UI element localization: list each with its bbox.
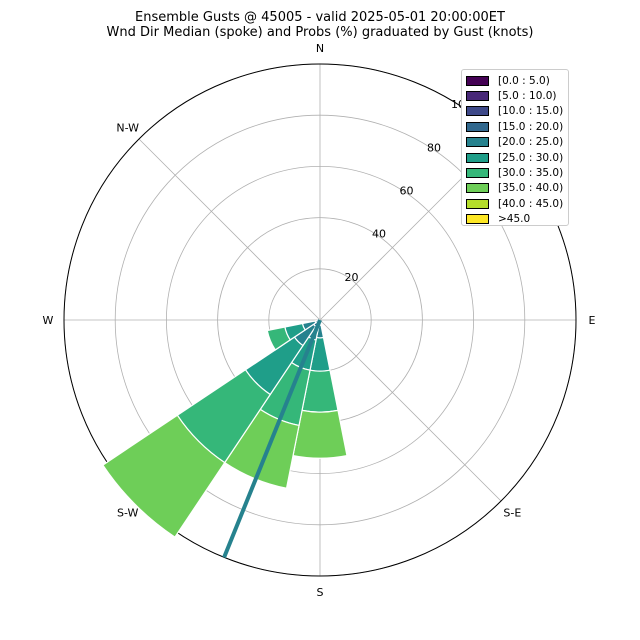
legend: [0.0 : 5.0) [5.0 : 10.0) [10.0 : 15.0) [15.… (461, 69, 569, 226)
legend-swatch (466, 106, 489, 117)
legend-label: [0.0 : 5.0) (498, 74, 550, 87)
legend-label: [5.0 : 10.0) (498, 90, 557, 103)
chart-title-block: Ensemble Gusts @ 45005 - valid 2025-05-0… (0, 10, 640, 40)
radial-tick-label-80: 80 (427, 141, 441, 154)
legend-item: [15.0 : 20.0) (466, 119, 568, 134)
axis-labels: 20406080100NN-WWS-WSS-EE (43, 42, 596, 599)
legend-item: [40.0 : 45.0) (466, 196, 568, 211)
direction-label-s-e: S-E (503, 506, 521, 519)
legend-label: [35.0 : 40.0) (498, 182, 564, 195)
direction-label-s-w: S-W (117, 506, 139, 519)
legend-label: [10.0 : 15.0) (498, 105, 564, 118)
median-spoke-line (222, 319, 322, 559)
legend-label: [30.0 : 35.0) (498, 167, 564, 180)
radial-tick-label-60: 60 (400, 184, 414, 197)
legend-label: [25.0 : 30.0) (498, 151, 564, 164)
legend-swatch (466, 168, 489, 179)
legend-label: [20.0 : 25.0) (498, 136, 564, 149)
radial-tick-label-20: 20 (345, 271, 359, 284)
direction-label-e: E (589, 314, 596, 327)
legend-swatch (466, 91, 489, 102)
radial-tick-label-40: 40 (372, 228, 386, 241)
bar-segment-247.5-6 (266, 326, 292, 351)
legend-swatch (466, 214, 489, 225)
legend-swatch (466, 198, 489, 209)
grid-spoke-315 (138, 138, 321, 321)
legend-item: [0.0 : 5.0) (466, 73, 568, 88)
median-spoke (222, 319, 322, 559)
direction-label-n-w: N-W (116, 122, 139, 135)
chart-subtitle: Wnd Dir Median (spoke) and Probs (%) gra… (106, 25, 534, 40)
legend-swatch (466, 183, 489, 194)
legend-item: [5.0 : 10.0) (466, 88, 568, 103)
direction-label-w: W (43, 314, 54, 327)
legend-item: [35.0 : 40.0) (466, 181, 568, 196)
legend-item: [10.0 : 15.0) (466, 104, 568, 119)
legend-swatch (466, 137, 489, 148)
direction-label-n: N (316, 42, 324, 55)
legend-swatch (466, 152, 489, 163)
probability-bars (102, 319, 348, 538)
legend-label: [15.0 : 20.0) (498, 120, 564, 133)
outer-boundary (63, 63, 577, 577)
legend-swatch (466, 75, 489, 86)
legend-swatch (466, 121, 489, 132)
legend-label: [40.0 : 45.0) (498, 197, 564, 210)
legend-label: >45.0 (498, 213, 531, 226)
direction-label-s: S (317, 586, 324, 599)
chart-title: Ensemble Gusts @ 45005 - valid 2025-05-0… (135, 10, 505, 25)
legend-item: [25.0 : 30.0) (466, 150, 568, 165)
bar-segment-225-7 (102, 414, 226, 538)
legend-item: >45.0 (466, 212, 568, 227)
grid-spoke-135 (319, 319, 502, 502)
legend-item: [30.0 : 35.0) (466, 165, 568, 180)
legend-item: [20.0 : 25.0) (466, 135, 568, 150)
